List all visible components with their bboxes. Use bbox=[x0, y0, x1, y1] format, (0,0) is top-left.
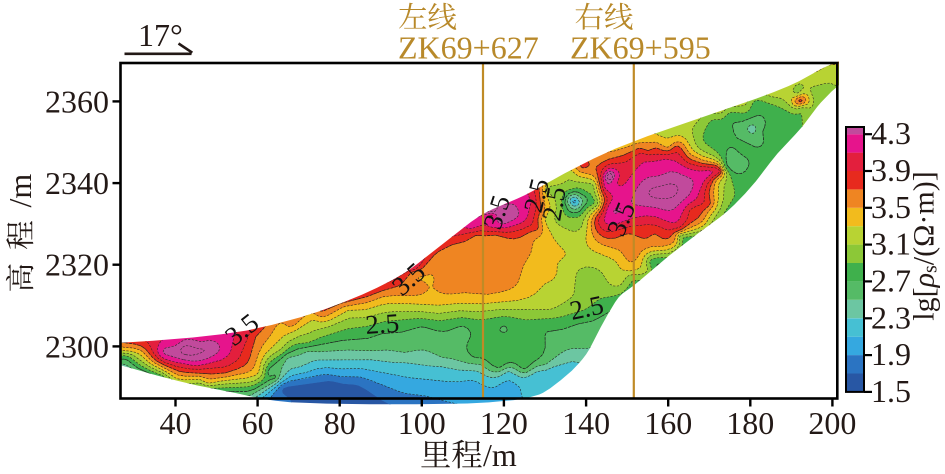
svg-text:2.3: 2.3 bbox=[871, 299, 911, 335]
svg-text:2.7: 2.7 bbox=[871, 262, 911, 298]
svg-text:140: 140 bbox=[562, 405, 610, 441]
svg-text:4.3: 4.3 bbox=[871, 115, 911, 151]
svg-text:2320: 2320 bbox=[45, 247, 109, 283]
svg-text:lg[ρs/(Ω·m)]: lg[ρs/(Ω·m)] bbox=[908, 171, 942, 320]
svg-text:2.5: 2.5 bbox=[536, 185, 571, 223]
svg-text:200: 200 bbox=[808, 405, 856, 441]
svg-text:1.9: 1.9 bbox=[871, 336, 911, 372]
svg-text:180: 180 bbox=[726, 405, 774, 441]
svg-text:2300: 2300 bbox=[45, 328, 109, 364]
svg-text:1.5: 1.5 bbox=[871, 373, 911, 409]
svg-text:80: 80 bbox=[324, 405, 356, 441]
svg-text:60: 60 bbox=[242, 405, 274, 441]
svg-text:ZK69+595: ZK69+595 bbox=[570, 30, 711, 66]
svg-text:2.5: 2.5 bbox=[364, 308, 400, 340]
svg-text:/m: /m bbox=[483, 437, 517, 473]
svg-text:ZK69+627: ZK69+627 bbox=[398, 30, 539, 66]
svg-text:/m: /m bbox=[2, 174, 38, 208]
svg-text:17°: 17° bbox=[138, 17, 183, 53]
svg-text:160: 160 bbox=[644, 405, 692, 441]
svg-text:3.9: 3.9 bbox=[871, 152, 911, 188]
svg-text:2340: 2340 bbox=[45, 165, 109, 201]
svg-text:3.5: 3.5 bbox=[871, 189, 911, 225]
svg-text:3.1: 3.1 bbox=[871, 226, 911, 262]
svg-text:2.5: 2.5 bbox=[567, 290, 606, 326]
svg-text:120: 120 bbox=[480, 405, 528, 441]
svg-text:100: 100 bbox=[398, 405, 446, 441]
svg-text:40: 40 bbox=[160, 405, 192, 441]
svg-text:2360: 2360 bbox=[45, 83, 109, 119]
